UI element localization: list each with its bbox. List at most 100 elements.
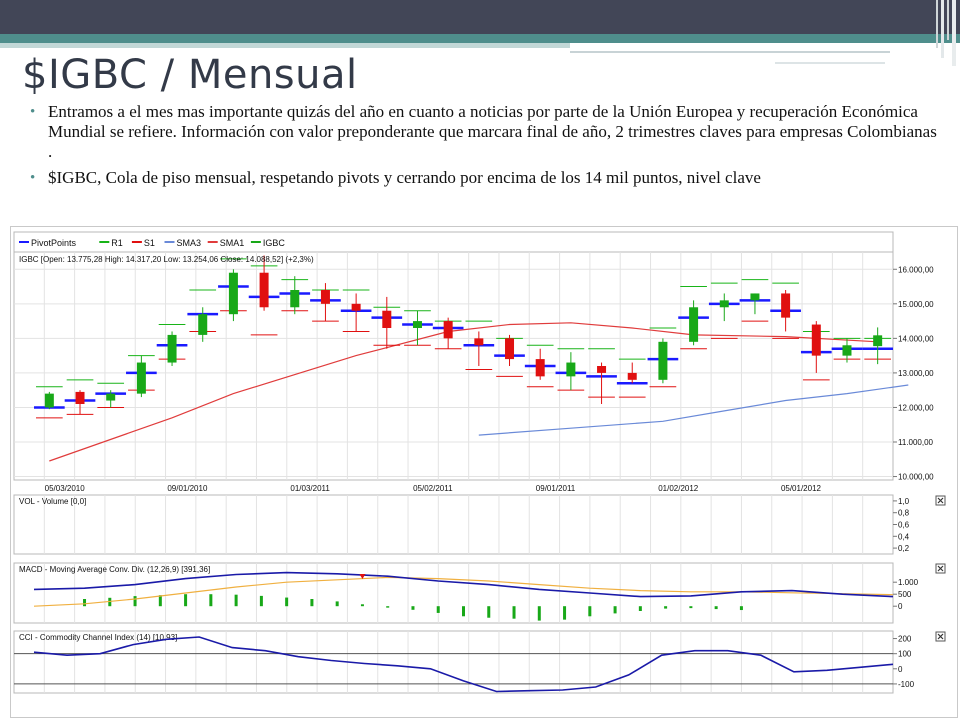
y-tick-label: 1.000: [898, 578, 919, 587]
candle-body: [443, 321, 453, 339]
y-tick-label: 15.000,00: [898, 300, 934, 309]
macd-histogram-bar: [664, 606, 668, 609]
candle-body: [842, 345, 852, 356]
bullet-item: • Entramos a el mes mas importante quizá…: [30, 102, 945, 162]
candle-body: [167, 334, 177, 363]
y-tick-label: 10.000,00: [898, 473, 934, 482]
main-chart-title: IGBC [Open: 13.775,28 High: 14.317,20 Lo…: [19, 255, 314, 264]
y-tick-label: 0: [898, 602, 903, 611]
x-tick-label: 09/01/2011: [536, 484, 576, 493]
candle-body: [228, 272, 238, 315]
candle-body: [106, 393, 116, 401]
legend-label: IGBC: [263, 238, 286, 248]
y-tick-label: 100: [898, 650, 912, 659]
candle-body: [44, 393, 54, 408]
bullet-icon: •: [30, 104, 36, 120]
cci-line: [33, 636, 894, 693]
y-tick-label: 0,2: [898, 544, 910, 553]
candle-body: [627, 372, 637, 380]
candle-body: [75, 391, 85, 404]
sma3-line: [478, 384, 909, 436]
candle-body: [198, 314, 208, 335]
legend-label: PivotPoints: [31, 238, 77, 248]
y-tick-label: 11.000,00: [898, 438, 934, 447]
accent-line: [570, 51, 890, 53]
x-tick-label: 09/01/2010: [167, 484, 208, 493]
candle-body: [535, 359, 545, 377]
accent-stripe-shadow: [0, 43, 570, 48]
sma1-line: [49, 322, 878, 462]
legend-box: [13, 231, 894, 253]
candle-body: [382, 310, 392, 328]
y-tick-label: 12.000,00: [898, 403, 934, 412]
y-tick-label: 0,8: [898, 509, 910, 518]
bullet-list: • Entramos a el mes mas importante quizá…: [30, 102, 945, 194]
macd-histogram-bar: [259, 595, 263, 607]
candle-body: [320, 290, 330, 304]
panel-volume: [13, 494, 894, 555]
candle-body: [259, 272, 269, 308]
macd-histogram-bar: [360, 604, 364, 607]
legend-label: SMA1: [220, 238, 245, 248]
y-tick-label: 0: [898, 665, 903, 674]
macd-histogram-bar: [714, 606, 718, 610]
candle-body: [136, 362, 146, 394]
y-tick-label: 13.000,00: [898, 369, 934, 378]
volume-title: VOL - Volume [0,0]: [19, 497, 86, 506]
slide-title: $IGBC / Mensual: [22, 52, 358, 98]
y-tick-label: 14.000,00: [898, 334, 934, 343]
candle-body: [505, 338, 515, 360]
macd-histogram-bar: [285, 597, 289, 607]
panel-cci: [13, 630, 894, 694]
macd-histogram-bar: [512, 606, 516, 619]
candle-body: [873, 335, 883, 347]
macd-histogram-bar: [588, 606, 592, 617]
cci-title: CCI - Commodity Channel Index (14) [10,9…: [19, 633, 177, 642]
close-icon-cross: [937, 497, 944, 504]
bullet-icon: •: [30, 170, 36, 186]
candle-body: [781, 293, 791, 318]
candle-body: [351, 303, 361, 311]
macd-histogram-bar: [184, 594, 188, 607]
macd-histogram-bar: [563, 606, 567, 620]
macd-title: MACD - Moving Average Conv. Div. (12,26,…: [19, 565, 210, 574]
macd-histogram-bar: [487, 606, 491, 618]
legend-label: S1: [144, 238, 155, 248]
bullet-item: • $IGBC, Cola de piso mensual, respetand…: [30, 168, 945, 188]
y-tick-label: 200: [898, 635, 912, 644]
macd-histogram-bar: [310, 599, 314, 607]
macd-histogram-bar: [638, 606, 642, 611]
accent-line-short: [775, 62, 885, 64]
macd-histogram-bar: [158, 595, 162, 607]
macd-line: [33, 571, 894, 598]
legend-label: SMA3: [177, 238, 202, 248]
macd-histogram-bar: [411, 606, 415, 610]
candle-body: [474, 338, 484, 346]
y-tick-label: 16.000,00: [898, 265, 934, 274]
candle-body: [597, 366, 607, 373]
macd-histogram-bar: [537, 606, 541, 621]
macd-histogram-bar: [613, 606, 617, 614]
accent-stripe: [0, 34, 960, 43]
close-icon-cross: [937, 565, 944, 572]
chart-frame: PivotPoints R1 S1 SMA3 SMA1 IGBC 16.000,00 15.0…: [10, 226, 958, 718]
x-tick-label: 05/03/2010: [45, 484, 86, 493]
x-tick-label: 01/02/2012: [658, 484, 699, 493]
x-tick-label: 05/02/2011: [413, 484, 453, 493]
y-tick-label: -100: [898, 680, 915, 689]
y-tick-label: 1,0: [898, 497, 910, 506]
bullet-text: Entramos a el mes mas importante quizás …: [48, 102, 937, 161]
candle-body: [412, 321, 422, 328]
bullet-text: $IGBC, Cola de piso mensual, respetando …: [48, 168, 761, 187]
macd-histogram-bar: [436, 606, 440, 613]
candle-body: [719, 300, 729, 308]
x-tick-label: 05/01/2012: [781, 484, 822, 493]
macd-histogram-bar: [689, 606, 693, 609]
candle-body: [750, 293, 760, 301]
x-tick-label: 01/03/2011: [290, 484, 330, 493]
candle-body: [290, 290, 300, 308]
legend-label: R1: [111, 238, 123, 248]
y-tick-label: 500: [898, 590, 912, 599]
candle-body: [566, 362, 576, 377]
chart-svg: PivotPoints R1 S1 SMA3 SMA1 IGBC 16.000,00 15.0…: [13, 231, 946, 694]
